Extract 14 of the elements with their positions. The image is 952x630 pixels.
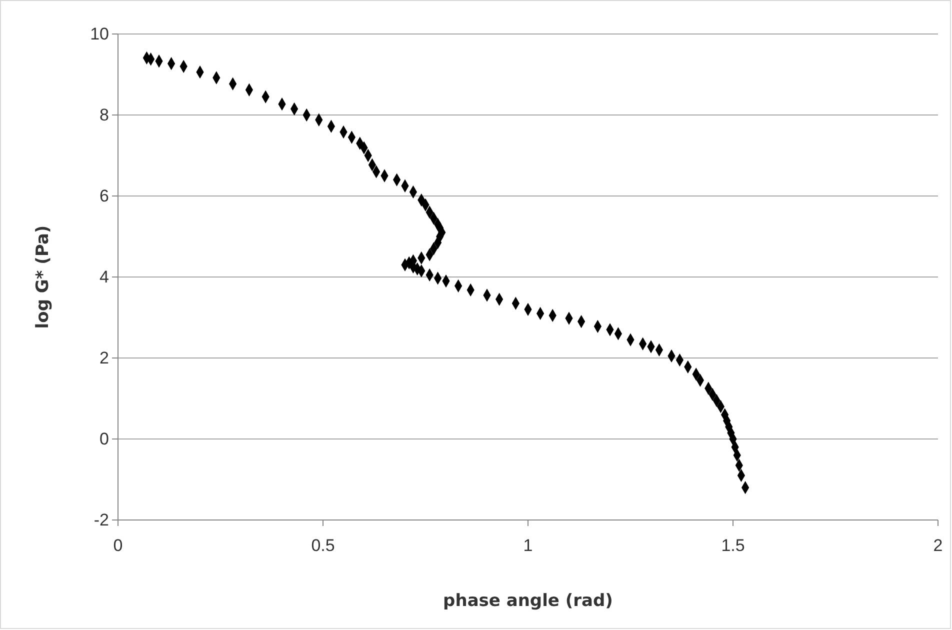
x-tick-label: 2: [933, 536, 943, 556]
y-tick-label: 0: [100, 429, 109, 448]
y-tick-label: 4: [100, 267, 109, 286]
y-tick-label: 6: [100, 186, 109, 206]
x-tick-label: 1.5: [721, 536, 745, 556]
x-tick-label: 1: [523, 536, 533, 556]
y-tick-label: 10: [90, 24, 109, 44]
x-tick-label: 0: [113, 536, 123, 556]
y-axis-title: log G* (Pa): [33, 225, 53, 329]
x-axis-title: phase angle (rad): [443, 591, 613, 611]
x-tick-label: 0.5: [311, 536, 335, 556]
y-tick-label: -2: [94, 510, 109, 530]
y-tick-label: 8: [100, 105, 109, 124]
y-tick-label: 2: [100, 348, 109, 368]
